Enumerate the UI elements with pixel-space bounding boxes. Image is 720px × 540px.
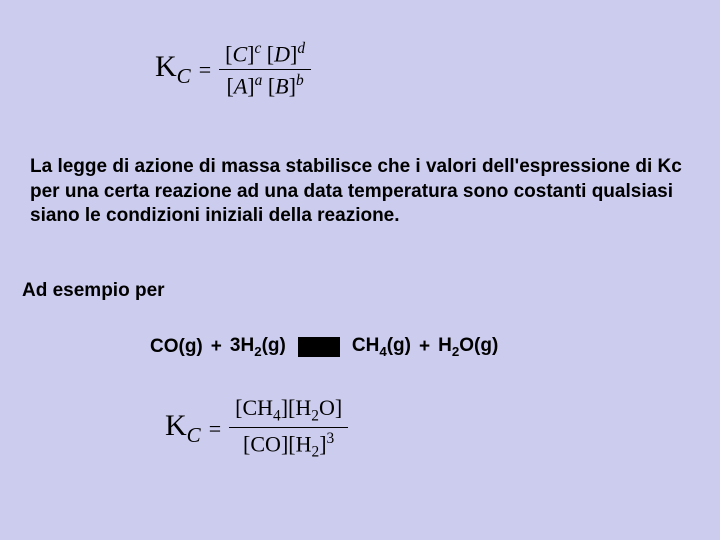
denominator-example: [CO][H2]3 (229, 427, 348, 462)
numerator-example: [CH4][H2O] (229, 395, 348, 427)
reaction-arrow (298, 337, 340, 357)
ex-num-t2b: O (319, 395, 335, 420)
p1-phase: (g) (387, 335, 411, 356)
equals-sign: = (195, 57, 215, 82)
fraction-example: [CH4][H2O] [CO][H2]3 (229, 395, 348, 462)
reactant-2: 3H2(g) (230, 335, 286, 359)
kc-sub: C (177, 64, 191, 88)
num-e2: d (297, 40, 305, 57)
p1-base: CH (352, 335, 379, 356)
p1-sub: 4 (379, 344, 386, 359)
p2-mol: O (459, 335, 474, 356)
p2-phase: (g) (474, 335, 498, 356)
product-2: H2O(g) (438, 335, 498, 359)
num-t2: D (274, 41, 290, 66)
den-t1: A (234, 74, 247, 99)
r2-base: H (240, 335, 254, 356)
plus-2: + (419, 336, 430, 358)
formula-kc-example: KC = [CH4][H2O] [CO][H2]3 (165, 395, 348, 462)
denominator-general: [A]a [B]b (219, 69, 311, 99)
reaction-equation: CO(g) + 3H2(g) CH4(g) + H2O(g) (150, 335, 498, 359)
p2-base: H (438, 335, 452, 356)
product-1: CH4(g) (352, 335, 411, 359)
r2-phase: (g) (262, 335, 286, 356)
kc-K: K (155, 50, 177, 83)
den-e1: a (255, 72, 263, 89)
reactant-1: CO(g) (150, 336, 203, 358)
coeff-r2: 3 (230, 335, 241, 356)
den-t2: B (275, 74, 288, 99)
ex-num-t2as: 2 (311, 407, 319, 424)
ex-den-t2e: 3 (327, 430, 335, 447)
kc-K-ex: K (165, 409, 187, 442)
equals-sign-ex: = (205, 416, 225, 441)
ex-den-t2s: 2 (311, 444, 319, 461)
plus-1: + (211, 336, 222, 358)
num-e1: c (254, 40, 261, 57)
ex-den-t1: CO (250, 432, 281, 457)
ex-num-t1: CH (242, 395, 273, 420)
den-e2: b (296, 72, 304, 89)
fraction-general: [C]c [D]d [A]a [B]b (219, 40, 311, 100)
example-intro: Ad esempio per (22, 280, 165, 302)
num-t1: C (232, 41, 247, 66)
formula-kc-general: KC = [C]c [D]d [A]a [B]b (155, 40, 311, 100)
ex-den-t2: H (296, 432, 312, 457)
body-paragraph: La legge di azione di massa stabilisce c… (30, 155, 690, 229)
kc-symbol: KC (155, 50, 191, 83)
numerator-general: [C]c [D]d (219, 40, 311, 69)
ex-num-t1s: 4 (273, 407, 281, 424)
kc-symbol-ex: KC (165, 409, 201, 442)
kc-sub-ex: C (187, 423, 201, 447)
r2-sub: 2 (254, 344, 261, 359)
ex-num-t2a: H (295, 395, 311, 420)
